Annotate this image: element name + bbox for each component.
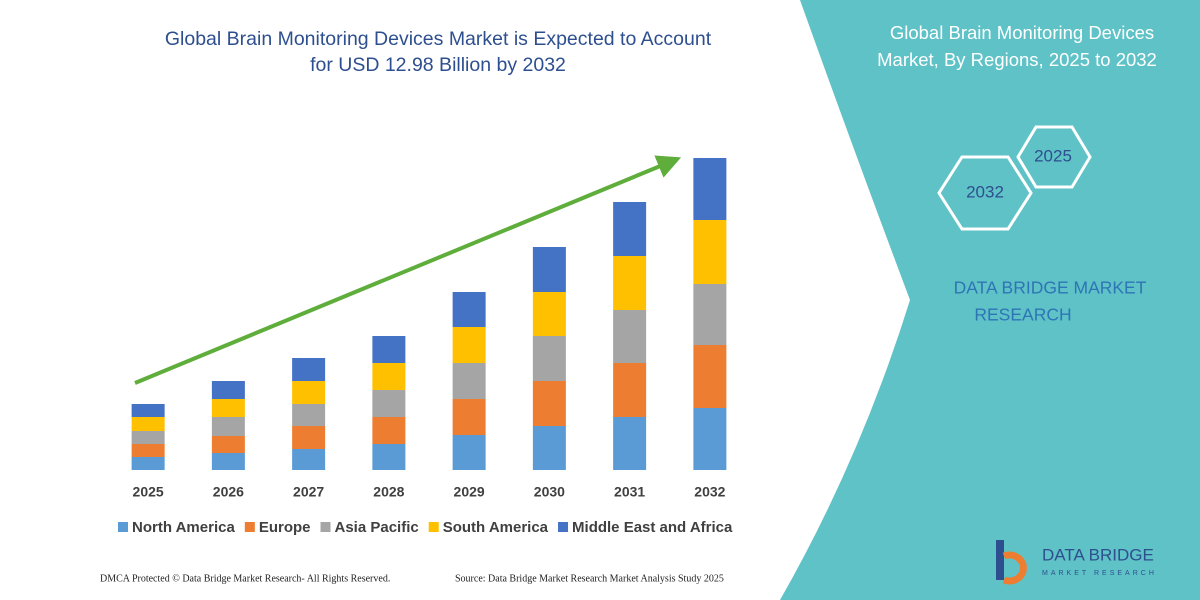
trend-arrow (134, 155, 682, 385)
legend-label: North America (132, 519, 235, 536)
bar-segment (532, 336, 566, 381)
chart-title: for USD 12.98 Billion by 2032 (310, 54, 566, 76)
bar-segment (693, 345, 727, 408)
bar-segment (693, 284, 727, 345)
footer-right: Source: Data Bridge Market Research Mark… (455, 573, 724, 584)
bar-segment (613, 310, 647, 363)
bar-segment (292, 381, 326, 404)
bar-segment (452, 435, 486, 470)
bar-segment (131, 457, 165, 470)
bar-segment (372, 444, 406, 470)
bar-segment (532, 381, 566, 426)
footer-left: DMCA Protected © Data Bridge Market Rese… (100, 573, 390, 584)
legend-swatch (320, 522, 331, 532)
bar-segment (452, 292, 486, 327)
legend-swatch (118, 522, 128, 532)
logo-name: DATA BRIDGE (1042, 545, 1154, 564)
bar-segment (613, 417, 647, 470)
bar-segment (532, 426, 566, 470)
bar-segment (211, 417, 245, 436)
bar-segment (292, 449, 326, 470)
bar-segment (292, 358, 326, 381)
bar-segment (131, 417, 165, 431)
bar-segment (211, 381, 245, 399)
brand-text: DATA BRIDGE MARKET (954, 278, 1147, 298)
legend-label: Asia Pacific (335, 519, 419, 536)
legend: North America Europe Asia Pacific South Ame… (118, 519, 733, 536)
bar-segment (613, 202, 647, 256)
side-panel (780, 0, 1200, 600)
bar-segment (452, 399, 486, 435)
bar-segment (532, 247, 566, 292)
brand-text: RESEARCH (974, 305, 1071, 325)
bar-segment (292, 404, 326, 426)
bar-segment (372, 417, 406, 444)
x-tick-label: 2028 (373, 484, 404, 500)
bar-segment (452, 327, 486, 363)
hex-label: 2032 (966, 182, 1004, 201)
bar-segment (211, 399, 245, 417)
logo-tagline: MARKET RESEARCH (1042, 570, 1157, 577)
bar-segment (372, 336, 406, 363)
legend-swatch (244, 522, 255, 532)
x-tick-label: 2027 (293, 484, 324, 500)
bar-segment (211, 436, 245, 453)
hex-label: 2025 (1034, 146, 1072, 165)
hexagon (937, 155, 1033, 231)
hexagon (1016, 125, 1092, 189)
x-tick-label: 2030 (534, 484, 565, 500)
x-tick-label: 2029 (454, 484, 485, 500)
bar-segment (131, 404, 165, 417)
legend-label: Middle East and Africa (572, 519, 733, 536)
bar-segment (372, 363, 406, 390)
x-tick-label: 2031 (614, 484, 645, 500)
x-tick-label: 2026 (213, 484, 244, 500)
legend-label: Europe (259, 519, 311, 536)
legend-label: South America (443, 519, 549, 536)
bar-segment (613, 256, 647, 310)
chart-title: Global Brain Monitoring Devices Market i… (165, 28, 712, 50)
bar-segment (693, 158, 727, 220)
bar-segment (532, 292, 566, 336)
logo-icon (996, 540, 1027, 585)
x-tick-label: 2025 (133, 484, 164, 500)
x-tick-label: 2032 (694, 484, 725, 500)
plot: 2025 2026 2027 2028 2029 2030 2031 2032 (131, 158, 727, 500)
bar-segment (211, 453, 245, 470)
bar-segment (452, 363, 486, 399)
panel-title: Market, By Regions, 2025 to 2032 (877, 49, 1157, 70)
legend-swatch (428, 522, 439, 532)
panel-title: Global Brain Monitoring Devices (890, 22, 1154, 43)
bar-segment (693, 408, 727, 470)
bar-segment (131, 444, 165, 457)
bar-segment (693, 220, 727, 284)
bar-segment (613, 363, 647, 417)
bar-segment (131, 431, 165, 444)
bar-segment (292, 426, 326, 449)
bar-segment (372, 390, 406, 417)
legend-swatch (558, 522, 569, 532)
